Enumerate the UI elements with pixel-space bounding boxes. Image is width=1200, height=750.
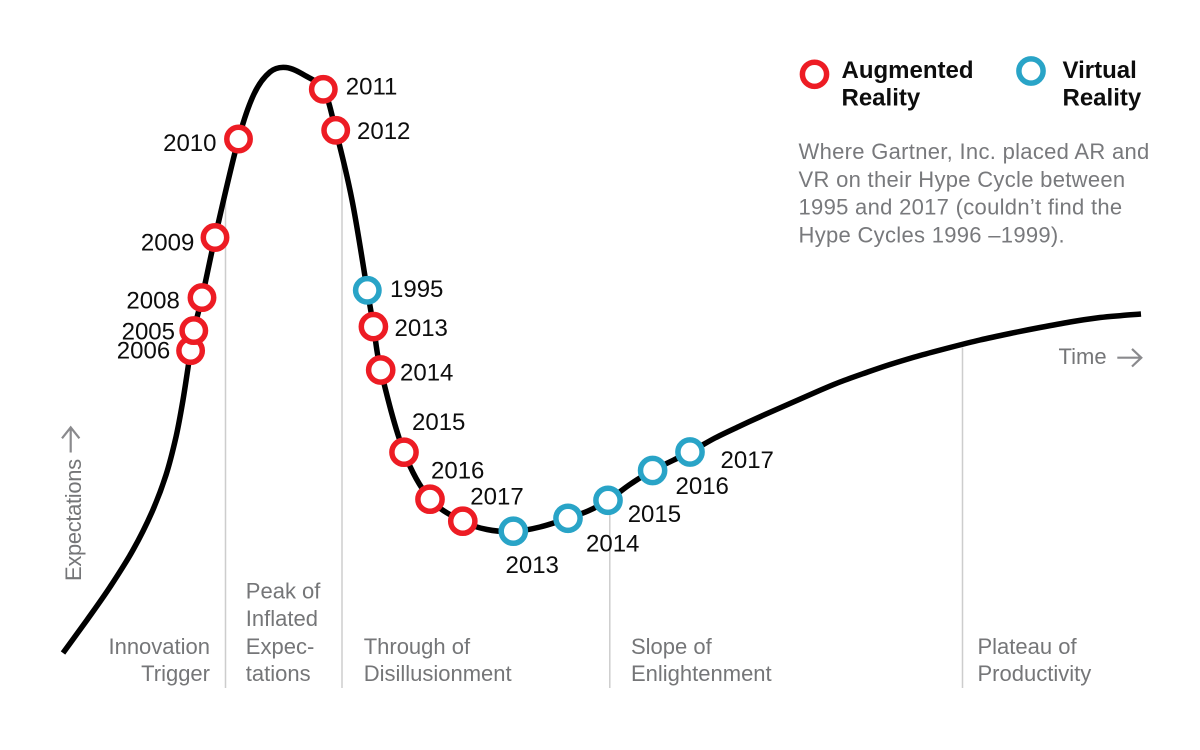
svg-text:2011: 2011 xyxy=(346,73,398,100)
svg-text:Virtual: Virtual xyxy=(1063,57,1137,84)
svg-text:Time: Time xyxy=(1059,344,1107,369)
svg-text:Inflated: Inflated xyxy=(246,606,318,631)
svg-text:2012: 2012 xyxy=(357,118,410,145)
svg-text:2017: 2017 xyxy=(470,484,523,511)
svg-text:Expectations: Expectations xyxy=(61,459,86,581)
svg-text:2014: 2014 xyxy=(400,360,453,387)
svg-text:Disillusionment: Disillusionment xyxy=(364,661,512,686)
svg-text:Productivity: Productivity xyxy=(978,661,1092,686)
svg-text:Through of: Through of xyxy=(364,634,471,659)
svg-text:2013: 2013 xyxy=(395,315,448,342)
svg-text:1995 and 2017 (couldn’t find t: 1995 and 2017 (couldn’t find the xyxy=(799,195,1123,220)
svg-text:1995: 1995 xyxy=(390,276,443,303)
svg-text:2016: 2016 xyxy=(676,473,729,500)
svg-text:2005: 2005 xyxy=(122,319,175,346)
svg-text:tations: tations xyxy=(246,661,311,686)
svg-text:Reality: Reality xyxy=(1063,85,1142,112)
svg-text:2016: 2016 xyxy=(431,458,484,485)
svg-text:Peak of: Peak of xyxy=(246,579,321,604)
svg-text:Plateau of: Plateau of xyxy=(978,634,1078,659)
svg-text:Where Gartner, Inc. placed AR: Where Gartner, Inc. placed AR and xyxy=(799,139,1150,164)
svg-text:2009: 2009 xyxy=(141,230,194,257)
svg-text:Slope of: Slope of xyxy=(631,634,713,659)
svg-text:2006: 2006 xyxy=(117,338,170,365)
svg-text:Expec-: Expec- xyxy=(246,634,314,659)
svg-text:Reality: Reality xyxy=(842,85,921,112)
svg-text:2015: 2015 xyxy=(412,409,465,436)
svg-text:2014: 2014 xyxy=(586,530,639,557)
svg-text:Augmented: Augmented xyxy=(842,57,974,84)
svg-text:Enlightenment: Enlightenment xyxy=(631,661,772,686)
svg-text:2015: 2015 xyxy=(628,501,681,528)
svg-text:2008: 2008 xyxy=(126,288,179,315)
svg-text:VR on their Hype Cycle between: VR on their Hype Cycle between xyxy=(799,167,1126,192)
svg-text:2017: 2017 xyxy=(721,447,774,474)
svg-text:Trigger: Trigger xyxy=(141,661,210,686)
svg-text:2013: 2013 xyxy=(506,552,559,579)
svg-text:2010: 2010 xyxy=(163,130,216,157)
svg-text:Hype Cycles 1996 –1999).: Hype Cycles 1996 –1999). xyxy=(799,222,1065,247)
svg-text:Innovation: Innovation xyxy=(108,634,210,659)
